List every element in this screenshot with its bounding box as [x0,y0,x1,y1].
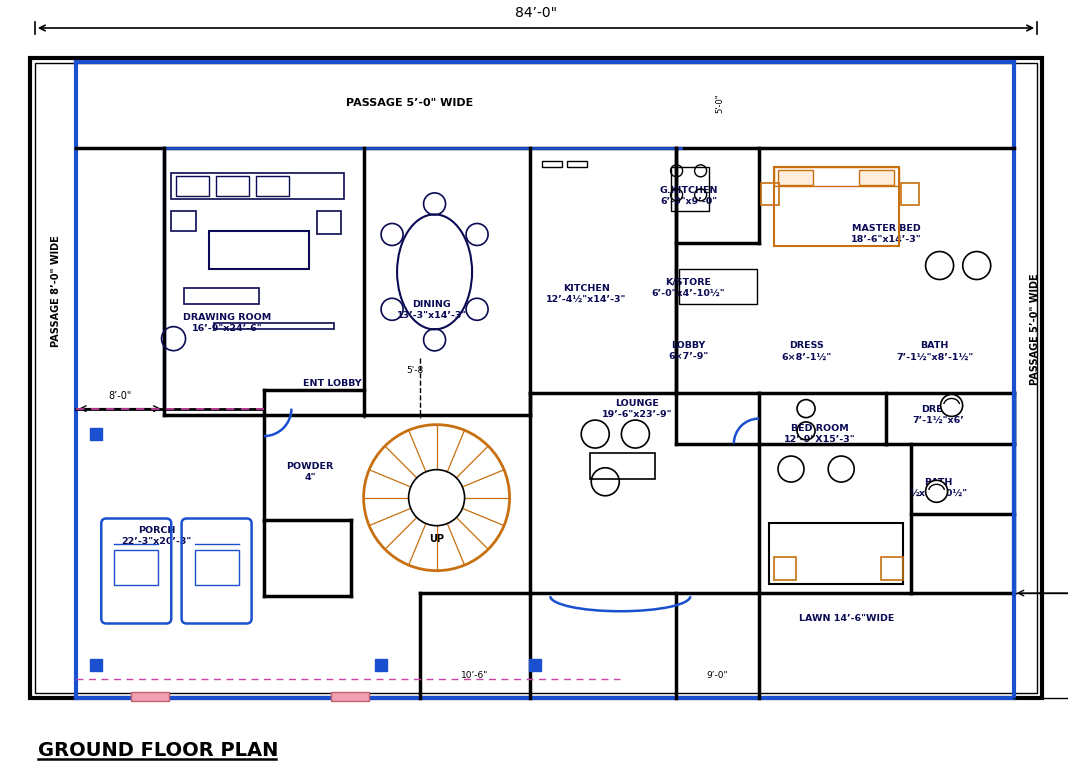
Text: DRESS
7’-1½"x6’: DRESS 7’-1½"x6’ [913,405,964,425]
Bar [214,323,334,329]
Text: PASSAGE 8’-0" WIDE: PASSAGE 8’-0" WIDE [51,235,61,347]
Text: BATH
7’-1½"x8’-1½": BATH 7’-1½"x8’-1½" [896,341,973,361]
Bar [184,288,258,304]
Text: 5'-0": 5'-0" [716,94,724,113]
Text: DINING
13’-3"x14’-3": DINING 13’-3"x14’-3" [396,300,467,320]
Text: LOUNGE
19’-6"x23’-9": LOUNGE 19’-6"x23’-9" [602,398,673,418]
Bar [90,659,103,671]
Bar [194,550,238,585]
Text: PASSAGE 5’-0" WIDE: PASSAGE 5’-0" WIDE [1030,273,1040,385]
Bar [114,550,158,585]
Text: BED ROOM
12’-9"X15’-3": BED ROOM 12’-9"X15’-3" [784,424,855,444]
Text: PORCH
22’-3"x20’-3": PORCH 22’-3"x20’-3" [122,526,191,546]
Text: GROUND FLOOR PLAN: GROUND FLOOR PLAN [38,741,279,760]
Bar [317,211,341,234]
Bar [216,176,249,195]
Text: 8’-0": 8’-0" [108,391,131,401]
Bar [35,63,1037,693]
Bar [774,167,899,246]
Bar [591,453,656,478]
Bar [678,268,757,304]
Text: POWDER
4": POWDER 4" [286,462,333,482]
Text: 9’-0": 9’-0" [706,671,727,681]
Text: UP: UP [429,534,444,544]
Text: MASTER BED
18’-6"x14’-3": MASTER BED 18’-6"x14’-3" [851,224,922,244]
Bar [671,167,709,211]
Text: K/STORE
6’-0"x4’-10½": K/STORE 6’-0"x4’-10½" [651,278,725,298]
Text: 84’-0": 84’-0" [515,6,557,20]
Text: BATH
½x8’-10½": BATH ½x8’-10½" [910,478,968,498]
Bar [208,231,309,268]
Bar [90,428,103,440]
Bar [131,691,170,701]
Bar [760,183,779,205]
Bar [175,176,208,195]
Bar [541,161,562,167]
Circle shape [926,481,947,502]
Text: DRESS
6×8’-1½": DRESS 6×8’-1½" [781,341,831,361]
Bar [171,211,195,231]
Bar [881,557,904,581]
Text: G.KITCHEN
6’-0"x9’-0": G.KITCHEN 6’-0"x9’-0" [659,185,718,205]
Text: LOBBY
6×7’-9": LOBBY 6×7’-9" [669,341,709,361]
Text: PASSAGE 5’-0" WIDE: PASSAGE 5’-0" WIDE [346,98,473,108]
Text: ENT LOBBY: ENT LOBBY [303,378,361,388]
Bar [774,557,796,581]
Circle shape [941,394,962,417]
Bar [375,659,388,671]
Text: 5'-8: 5'-8 [406,366,423,375]
Text: LAWN 14’-6"WIDE: LAWN 14’-6"WIDE [799,614,894,623]
Bar [769,523,904,584]
Circle shape [409,470,465,526]
Bar [778,170,813,185]
Bar [774,167,899,186]
Bar [529,659,541,671]
Bar [171,173,344,198]
Bar [30,58,1042,698]
Text: KITCHEN
12’-4½"x14’-3": KITCHEN 12’-4½"x14’-3" [546,284,626,305]
Text: 10’-6": 10’-6" [461,671,488,681]
Bar [255,176,288,195]
Bar [901,183,920,205]
Text: DRAWING ROOM
16’-9"x24’-6": DRAWING ROOM 16’-9"x24’-6" [183,313,271,333]
Bar [331,691,370,701]
Bar [567,161,587,167]
Bar [860,170,894,185]
